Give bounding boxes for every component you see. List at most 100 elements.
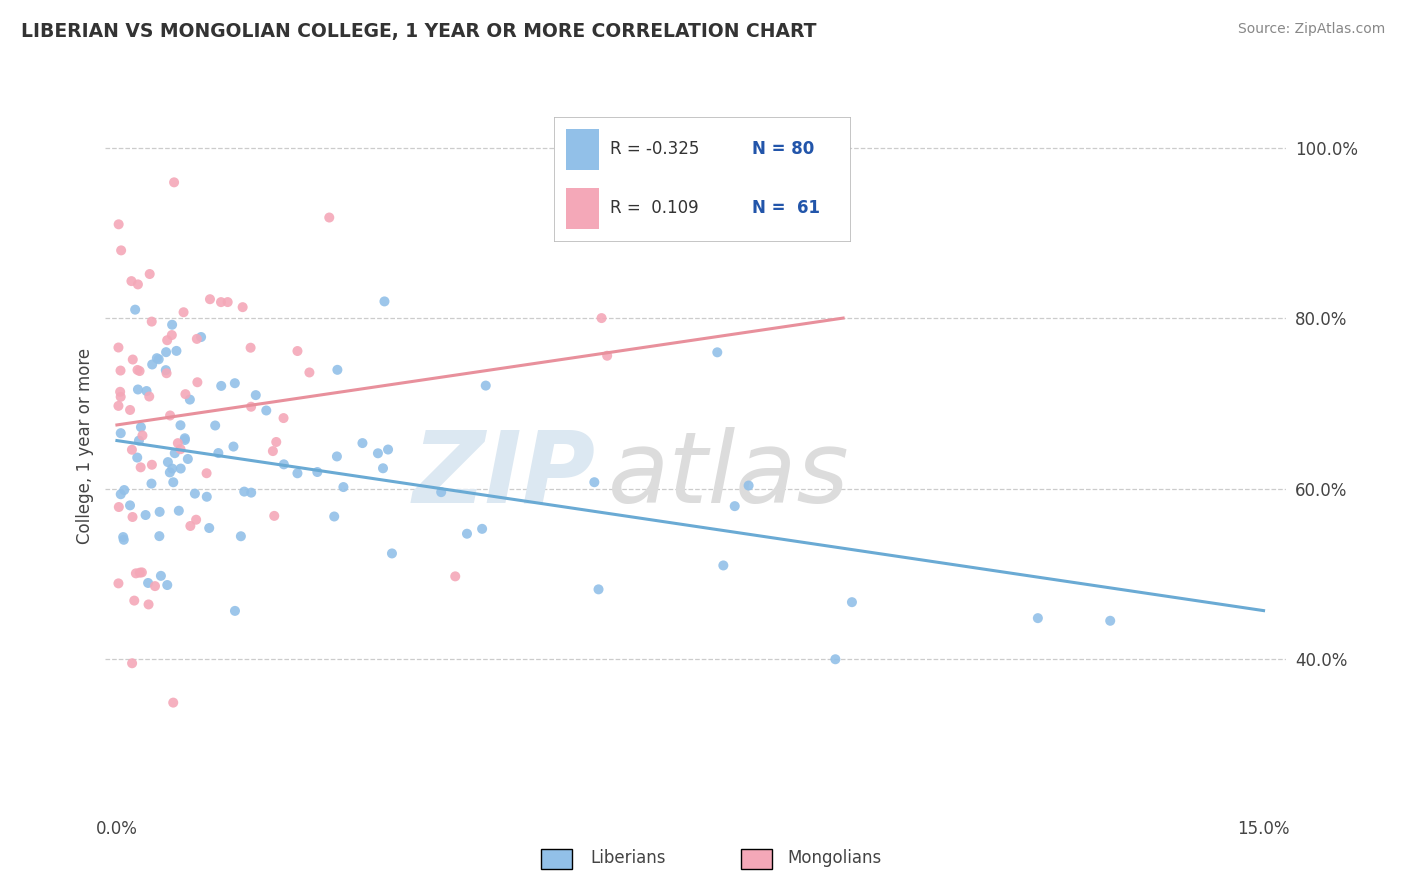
Point	[108, 500, 131, 514]
Point	[112, 483, 135, 497]
Point	[129, 460, 152, 475]
Text: atlas: atlas	[607, 426, 849, 524]
Point	[112, 533, 135, 547]
Point	[159, 409, 181, 423]
Point	[149, 505, 172, 519]
Point	[323, 509, 346, 524]
Point	[162, 696, 184, 710]
Point	[167, 504, 190, 518]
Point	[298, 366, 321, 380]
Point	[204, 418, 226, 433]
Point	[136, 576, 159, 591]
Text: Source: ZipAtlas.com: Source: ZipAtlas.com	[1237, 22, 1385, 37]
Point	[173, 431, 195, 445]
Point	[127, 277, 149, 292]
Point	[138, 598, 160, 612]
Point	[129, 420, 152, 434]
Point	[264, 434, 287, 449]
Point	[240, 400, 263, 414]
Point	[224, 376, 246, 391]
Point	[588, 582, 610, 597]
Point	[1026, 611, 1049, 625]
Point	[177, 452, 200, 467]
Point	[156, 578, 179, 592]
Point	[371, 461, 394, 475]
Point	[326, 450, 349, 464]
Point	[186, 376, 208, 390]
Point	[165, 343, 187, 358]
Point	[155, 363, 177, 377]
Point	[156, 455, 179, 469]
Point	[209, 379, 232, 393]
Point	[263, 508, 285, 523]
Point	[456, 526, 478, 541]
Point	[224, 604, 246, 618]
Point	[127, 383, 149, 397]
Point	[156, 333, 179, 347]
Point	[159, 466, 181, 480]
Point	[148, 529, 170, 543]
Point	[125, 566, 148, 581]
Point	[190, 330, 212, 344]
Point	[163, 446, 186, 460]
Point	[131, 428, 153, 442]
Point	[155, 366, 177, 380]
Point	[198, 521, 221, 535]
Point	[169, 442, 191, 457]
Point	[141, 458, 163, 472]
Point	[195, 467, 218, 481]
Point	[240, 485, 263, 500]
Point	[841, 595, 863, 609]
Point	[583, 475, 606, 490]
Point	[131, 566, 153, 580]
Point	[737, 478, 759, 492]
Point	[198, 292, 221, 306]
Point	[229, 529, 252, 543]
Point	[207, 446, 229, 460]
Point	[108, 384, 131, 399]
Point	[186, 332, 208, 346]
Point	[149, 569, 172, 583]
Y-axis label: College, 1 year or more: College, 1 year or more	[76, 348, 94, 544]
Point	[110, 426, 132, 441]
Point	[184, 513, 207, 527]
Point	[174, 387, 197, 401]
Point	[195, 490, 218, 504]
Point	[1099, 614, 1122, 628]
Point	[160, 461, 183, 475]
Point	[287, 344, 309, 359]
Point	[318, 211, 340, 225]
Point	[254, 403, 277, 417]
Point	[107, 399, 129, 413]
Point	[724, 499, 747, 513]
Point	[222, 440, 245, 454]
Point	[217, 295, 239, 310]
Point	[138, 390, 160, 404]
Point	[163, 175, 186, 189]
Point	[124, 302, 146, 317]
Point	[184, 486, 207, 500]
Point	[128, 364, 150, 378]
Point	[110, 487, 132, 501]
Point	[148, 352, 170, 367]
Point	[135, 508, 157, 522]
Point	[352, 436, 374, 450]
Point	[367, 446, 389, 460]
Point	[233, 484, 256, 499]
Point	[160, 328, 183, 343]
Point	[121, 510, 143, 524]
Point	[179, 519, 201, 533]
Point	[377, 442, 399, 457]
Point	[179, 392, 201, 407]
Point	[169, 418, 191, 433]
Point	[173, 305, 195, 319]
Point	[326, 363, 349, 377]
Point	[706, 345, 728, 359]
Point	[471, 522, 494, 536]
Point	[381, 546, 404, 560]
Text: ZIP: ZIP	[412, 426, 596, 524]
Point	[128, 566, 150, 580]
Point	[120, 403, 142, 417]
Point	[591, 311, 613, 326]
Point	[146, 351, 169, 366]
